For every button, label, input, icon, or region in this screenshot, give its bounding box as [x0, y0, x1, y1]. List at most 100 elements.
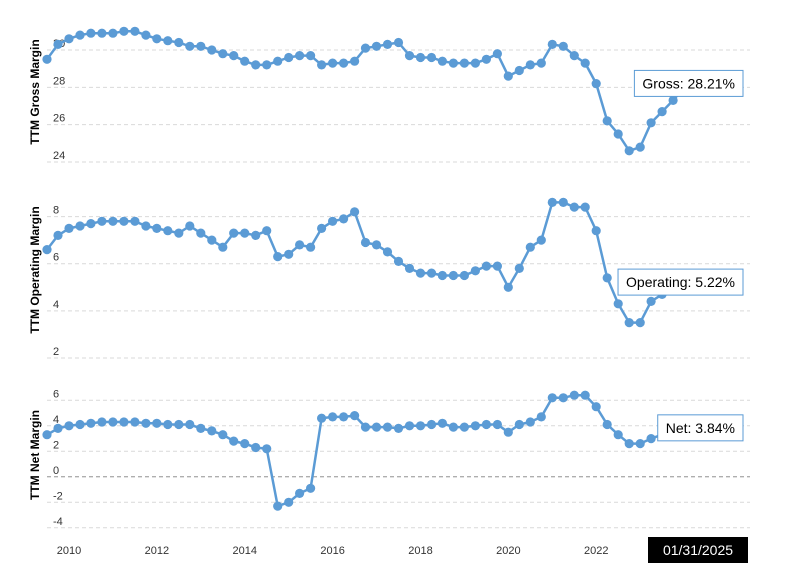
data-point: [119, 26, 129, 36]
data-point: [371, 422, 382, 432]
data-point: [317, 413, 327, 423]
value-callout: Net: 3.84%: [657, 414, 744, 442]
data-point: [273, 252, 283, 262]
data-point: [635, 318, 645, 328]
current-date-background: [648, 537, 748, 563]
data-point: [602, 116, 612, 126]
y-tick-label: 0: [53, 465, 59, 477]
data-point: [470, 266, 480, 276]
data-point: [196, 41, 206, 51]
data-point: [415, 421, 426, 431]
data-point: [426, 52, 437, 63]
data-point: [163, 419, 173, 430]
data-point: [459, 58, 469, 68]
data-point: [317, 60, 327, 70]
data-point: [240, 228, 250, 238]
data-point: [163, 226, 173, 236]
data-point: [371, 41, 382, 51]
data-point: [503, 71, 513, 81]
callout-box: [633, 69, 744, 97]
data-point: [470, 421, 480, 431]
data-point: [295, 488, 305, 498]
data-point: [196, 228, 206, 238]
data-point: [481, 419, 491, 430]
data-point: [108, 216, 118, 226]
data-point: [218, 242, 228, 252]
x-tick-label: 2018: [408, 545, 432, 557]
data-point: [119, 417, 129, 427]
data-point: [240, 56, 250, 66]
data-point: [558, 41, 568, 51]
y-tick-label: 2: [53, 439, 59, 451]
data-point: [152, 223, 162, 233]
data-point: [547, 393, 557, 403]
y-tick-label: 24: [53, 150, 65, 162]
value-callout: Operating: 5.22%: [617, 268, 744, 296]
data-point: [404, 263, 415, 273]
data-point: [437, 418, 447, 428]
data-point: [295, 51, 305, 61]
data-point: [207, 235, 217, 245]
data-point: [448, 270, 458, 281]
data-point: [646, 434, 656, 444]
data-point: [42, 430, 52, 440]
data-point: [360, 422, 371, 432]
data-point: [635, 439, 645, 449]
callout-label: Net: 3.84%: [666, 420, 735, 436]
data-point: [284, 52, 294, 63]
data-point: [86, 219, 96, 229]
data-point: [163, 36, 173, 46]
data-point: [536, 235, 546, 245]
data-point: [437, 270, 447, 281]
y-axis-title: TTM Net Margin: [28, 410, 42, 500]
y-tick-label: 8: [53, 205, 59, 217]
data-point: [657, 107, 667, 117]
data-point: [328, 58, 338, 68]
current-date-badge: 01/31/2025: [648, 537, 748, 563]
data-point: [284, 497, 294, 507]
data-point: [273, 501, 283, 511]
data-point: [64, 223, 74, 233]
data-point: [174, 419, 184, 430]
data-point: [185, 221, 195, 231]
data-point: [459, 422, 469, 432]
data-point: [371, 240, 382, 250]
y-axis-title: TTM Gross Margin: [28, 39, 42, 144]
data-point: [459, 270, 469, 281]
x-tick-label: 2016: [320, 545, 344, 557]
data-point: [328, 216, 338, 226]
data-point: [602, 419, 612, 430]
data-point: [42, 54, 52, 64]
data-point: [328, 412, 338, 422]
data-point: [218, 430, 228, 440]
data-point: [141, 418, 151, 428]
data-point: [42, 245, 52, 255]
y-tick-label: 4: [53, 299, 59, 311]
data-point: [547, 197, 557, 207]
data-point: [251, 60, 261, 70]
data-point: [525, 242, 535, 252]
data-point: [119, 216, 129, 226]
data-point: [613, 299, 623, 309]
data-point: [558, 393, 568, 403]
data-point: [393, 256, 404, 266]
data-point: [415, 268, 426, 278]
data-point: [503, 427, 513, 437]
value-callout: Gross: 28.21%: [633, 69, 744, 97]
data-point: [339, 214, 349, 224]
data-point: [624, 318, 634, 328]
data-point: [426, 419, 437, 430]
data-point: [536, 58, 546, 68]
y-tick-label: 26: [53, 113, 65, 125]
data-point: [437, 56, 447, 66]
data-point: [108, 28, 118, 38]
data-point: [97, 417, 107, 427]
data-point: [646, 118, 656, 128]
y-tick-label: 6: [53, 388, 59, 400]
data-point: [207, 426, 217, 436]
data-point: [602, 273, 612, 283]
data-point: [448, 422, 458, 432]
x-tick-label: 2022: [584, 545, 608, 557]
data-point: [393, 37, 404, 48]
data-point: [306, 483, 316, 493]
